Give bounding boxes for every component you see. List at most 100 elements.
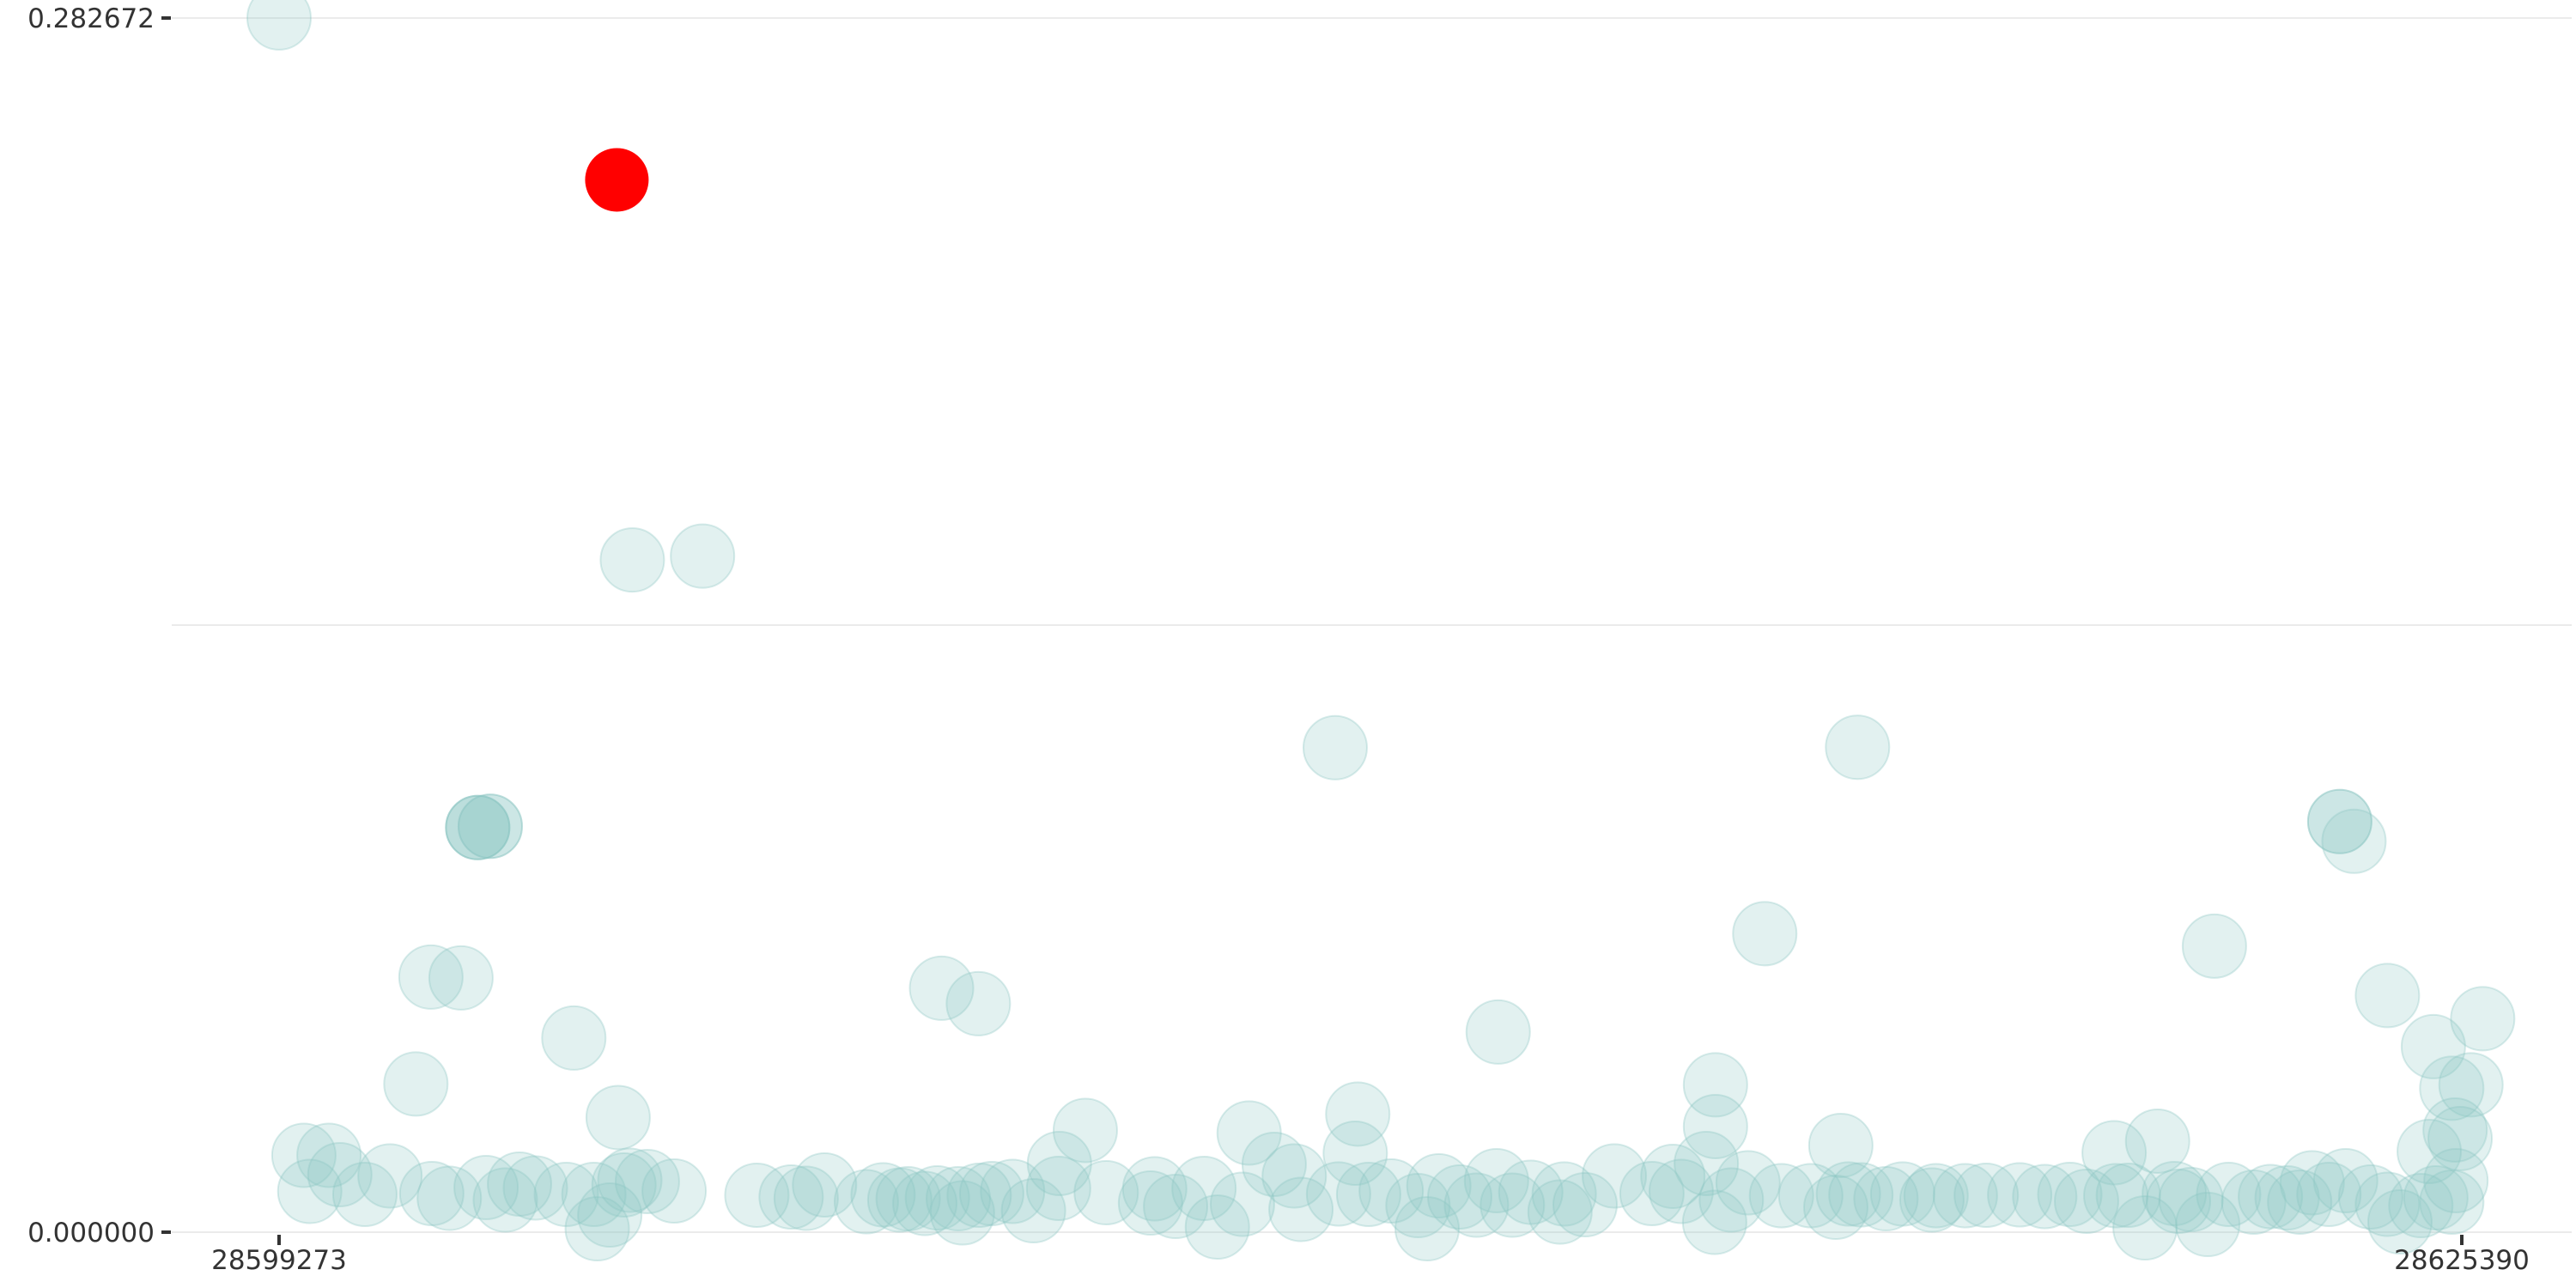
data-point	[246, 0, 312, 51]
data-point	[1640, 1143, 1706, 1209]
data-point	[670, 523, 736, 589]
data-point	[1715, 1150, 1781, 1216]
data-point	[561, 1161, 627, 1227]
data-point	[398, 1160, 465, 1226]
x-tick-label: 28625390	[2394, 1245, 2530, 1276]
data-point	[1322, 1120, 1388, 1186]
data-point	[502, 1155, 568, 1221]
data-point	[1932, 1163, 1998, 1229]
x-tick-label: 28599273	[211, 1245, 347, 1276]
data-point	[1268, 1176, 1334, 1242]
data-point	[1619, 1160, 1685, 1226]
data-point	[487, 1151, 553, 1217]
data-point	[1121, 1156, 1188, 1222]
data-point	[1869, 1161, 1935, 1227]
data-point	[296, 1122, 362, 1188]
data-point	[1552, 1171, 1618, 1237]
data-point	[1025, 1155, 1091, 1221]
data-point	[2419, 1055, 2485, 1121]
data-point	[1825, 714, 1891, 781]
data-point	[2037, 1161, 2103, 1227]
data-point	[457, 793, 523, 860]
data-point	[2012, 1163, 2078, 1230]
data-point	[1479, 1172, 1546, 1238]
data-point	[1987, 1162, 2053, 1228]
data-point	[926, 1165, 992, 1231]
data-point	[1498, 1159, 1564, 1225]
data-point	[758, 1163, 824, 1230]
data-point	[2112, 1194, 2178, 1261]
data-point	[445, 794, 511, 860]
data-point	[1674, 1130, 1740, 1196]
data-point	[875, 1165, 941, 1231]
data-point	[1000, 1177, 1066, 1243]
data-point	[472, 1167, 538, 1233]
data-point	[1143, 1173, 1209, 1239]
data-point	[1463, 1147, 1529, 1213]
data-point	[2422, 1097, 2488, 1163]
data-point	[457, 793, 523, 860]
data-point	[445, 794, 511, 860]
data-point	[2400, 1013, 2466, 1079]
data-point	[2081, 1120, 2148, 1186]
data-point	[1732, 901, 1798, 967]
data-point	[2388, 1172, 2454, 1238]
grid-lines	[172, 17, 2572, 1233]
highlighted-data-point	[585, 148, 649, 212]
data-point	[1527, 1179, 1593, 1245]
data-point	[1216, 1100, 1282, 1166]
highlight-layer	[585, 148, 649, 212]
data-point	[1184, 1194, 1250, 1260]
data-point	[1358, 1157, 1425, 1224]
data-point	[1305, 1161, 1371, 1227]
data-point	[946, 1162, 1012, 1228]
data-point	[2419, 1169, 2485, 1235]
data-point	[445, 794, 511, 860]
data-point	[331, 1161, 398, 1227]
data-point	[1117, 1170, 1183, 1236]
data-points	[246, 0, 2516, 1261]
data-point	[276, 1158, 343, 1224]
data-point	[1828, 1162, 1894, 1228]
data-point	[2254, 1164, 2320, 1230]
data-point	[1582, 1143, 1648, 1209]
data-point	[1899, 1167, 1965, 1233]
data-point	[614, 1148, 680, 1214]
data-point	[2450, 986, 2516, 1052]
data-point	[1026, 1130, 1092, 1196]
data-point	[2354, 1171, 2421, 1237]
data-point	[2337, 1163, 2403, 1230]
data-point	[2427, 1105, 2494, 1171]
data-point	[904, 1164, 970, 1230]
data-point	[453, 1154, 519, 1220]
data-point	[2296, 1161, 2362, 1227]
data-point	[2053, 1168, 2119, 1234]
data-point	[2238, 1163, 2304, 1230]
data-point	[1335, 1161, 1401, 1227]
data-point	[1682, 1052, 1748, 1118]
data-point	[428, 945, 494, 1011]
data-point	[2095, 1162, 2161, 1228]
data-point	[383, 1051, 449, 1117]
data-point	[1406, 1152, 1472, 1218]
data-point	[773, 1165, 839, 1231]
data-point	[1531, 1161, 1597, 1227]
data-point	[2306, 788, 2372, 854]
data-point	[1171, 1155, 1237, 1221]
data-point	[1465, 999, 1531, 1065]
data-point	[2142, 1160, 2208, 1226]
data-point	[1443, 1172, 1510, 1238]
data-point	[357, 1143, 423, 1209]
data-point	[1807, 1112, 1874, 1178]
data-point	[1302, 714, 1368, 781]
data-point	[270, 1122, 337, 1188]
data-point	[541, 1005, 607, 1071]
data-point	[2221, 1169, 2287, 1235]
data-point	[577, 1182, 643, 1248]
data-point	[1815, 1161, 1881, 1227]
data-point	[1209, 1171, 1275, 1237]
data-point	[792, 1151, 858, 1218]
data-point	[564, 1195, 630, 1261]
data-point	[2196, 1161, 2262, 1227]
